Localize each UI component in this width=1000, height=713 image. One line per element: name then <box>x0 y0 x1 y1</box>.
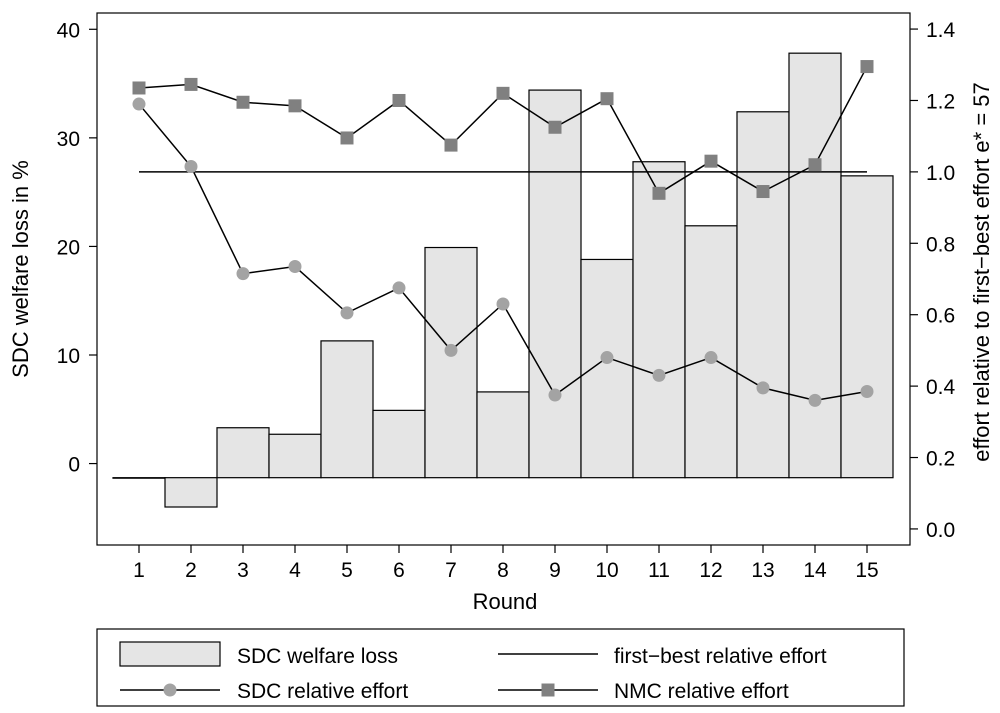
legend-swatch-nmc-marker <box>541 683 555 697</box>
nmc-relative-effort-marker-round-10 <box>600 92 614 106</box>
bar-round-10 <box>580 258 634 479</box>
bar-round-1 <box>112 477 166 479</box>
bar-round-15 <box>840 175 894 479</box>
x-tick-label-1: 1 <box>133 559 145 582</box>
y-left-tick-label-40: 40 <box>57 19 80 42</box>
legend-label-sdc-relative-effort: SDC relative effort <box>237 680 408 703</box>
nmc-relative-effort-marker-round-5 <box>340 131 354 145</box>
sdc-relative-effort-marker-round-12 <box>704 351 718 365</box>
x-tick-label-12: 12 <box>699 559 722 582</box>
sdc-relative-effort-marker-round-11 <box>652 368 666 382</box>
sdc-relative-effort-marker-round-14 <box>808 393 822 407</box>
sdc-relative-effort-marker-round-5 <box>340 306 354 320</box>
nmc-relative-effort-marker-round-15 <box>860 60 874 74</box>
bar-round-13 <box>736 111 790 479</box>
legend-swatch-bar <box>119 641 221 667</box>
y-axis-label-right: effort relative to first−best effort e* … <box>969 82 994 462</box>
sdc-relative-effort-marker-round-4 <box>288 260 302 274</box>
x-tick-label-5: 5 <box>341 559 353 582</box>
sdc-relative-effort-marker-round-2 <box>184 160 198 174</box>
x-tick-label-13: 13 <box>751 559 774 582</box>
sdc-relative-effort-marker-round-6 <box>392 281 406 295</box>
sdc-relative-effort-marker-round-3 <box>236 267 250 281</box>
y-left-tick-label-30: 30 <box>57 128 80 151</box>
y-right-tick-label-1.0: 1.0 <box>926 162 955 185</box>
x-tick-label-11: 11 <box>648 559 670 582</box>
y-left-tick-label-10: 10 <box>57 345 80 368</box>
bar-round-8 <box>476 391 530 479</box>
nmc-relative-effort-marker-round-8 <box>496 86 510 100</box>
x-tick-label-7: 7 <box>445 559 457 582</box>
y-left-tick-label-0: 0 <box>68 454 80 477</box>
legend: SDC welfare loss first−best relative eff… <box>96 628 905 707</box>
bar-round-3 <box>216 427 270 479</box>
sdc-relative-effort-marker-round-1 <box>132 97 146 111</box>
bar-round-7 <box>424 246 478 479</box>
x-tick-label-4: 4 <box>289 559 301 582</box>
bar-round-6 <box>372 409 426 479</box>
y-right-tick-label-0.0: 0.0 <box>926 519 955 542</box>
legend-label-first-best: first−best relative effort <box>614 645 827 668</box>
x-tick-label-9: 9 <box>549 559 561 582</box>
y-right-tick-label-0.8: 0.8 <box>926 233 955 256</box>
bar-round-14 <box>788 52 842 479</box>
nmc-relative-effort-marker-round-6 <box>392 93 406 107</box>
bars-layer <box>112 52 894 508</box>
y-right-tick-label-0.2: 0.2 <box>926 448 955 471</box>
sdc-relative-effort-marker-round-7 <box>444 343 458 357</box>
bar-round-9 <box>528 89 582 479</box>
bar-round-2 <box>164 477 218 508</box>
x-tick-label-8: 8 <box>497 559 509 582</box>
nmc-relative-effort-marker-round-9 <box>548 120 562 134</box>
lines-layer <box>132 60 874 407</box>
x-tick-label-2: 2 <box>185 559 197 582</box>
bar-round-5 <box>320 340 374 479</box>
x-tick-label-10: 10 <box>595 559 618 582</box>
y-right-tick-label-0.6: 0.6 <box>926 305 955 328</box>
nmc-relative-effort-marker-round-1 <box>132 81 146 95</box>
nmc-relative-effort-marker-round-3 <box>236 95 250 109</box>
sdc-relative-effort-marker-round-13 <box>756 381 770 395</box>
nmc-relative-effort-marker-round-7 <box>444 138 458 152</box>
legend-label-sdc-welfare-loss: SDC welfare loss <box>237 645 398 668</box>
nmc-relative-effort-marker-round-14 <box>808 158 822 172</box>
x-tick-label-6: 6 <box>393 559 405 582</box>
sdc-relative-effort-marker-round-9 <box>548 388 562 402</box>
x-axis-label: Round <box>473 589 538 614</box>
sdc-relative-effort-marker-round-8 <box>496 297 510 311</box>
sdc-relative-effort-marker-round-15 <box>860 384 874 398</box>
y-axis-label-left: SDC welfare loss in % <box>8 160 33 378</box>
axes-layer: 1 2 3 4 5 6 7 8 9 10 11 12 13 14 150102030400.00.20.40… <box>57 19 956 582</box>
bar-round-4 <box>268 433 322 479</box>
y-right-tick-label-0.4: 0.4 <box>926 376 956 399</box>
y-left-tick-label-20: 20 <box>57 236 80 259</box>
nmc-relative-effort-marker-round-12 <box>704 154 718 168</box>
x-tick-label-15: 15 <box>855 559 878 582</box>
y-right-tick-label-1.2: 1.2 <box>926 90 955 113</box>
nmc-relative-effort-marker-round-2 <box>184 77 198 91</box>
legend-label-nmc-relative-effort: NMC relative effort <box>614 680 789 703</box>
legend-frame <box>96 628 905 707</box>
y-right-tick-label-1.4: 1.4 <box>926 19 956 42</box>
x-tick-label-14: 14 <box>803 559 827 582</box>
bar-round-11 <box>632 161 686 479</box>
legend-swatch-sdc-marker <box>163 683 177 697</box>
x-tick-label-3: 3 <box>237 559 249 582</box>
nmc-relative-effort-marker-round-4 <box>288 99 302 113</box>
sdc-relative-effort-marker-round-10 <box>600 351 614 365</box>
nmc-relative-effort-marker-round-13 <box>756 185 770 199</box>
nmc-relative-effort-marker-round-11 <box>652 186 666 200</box>
